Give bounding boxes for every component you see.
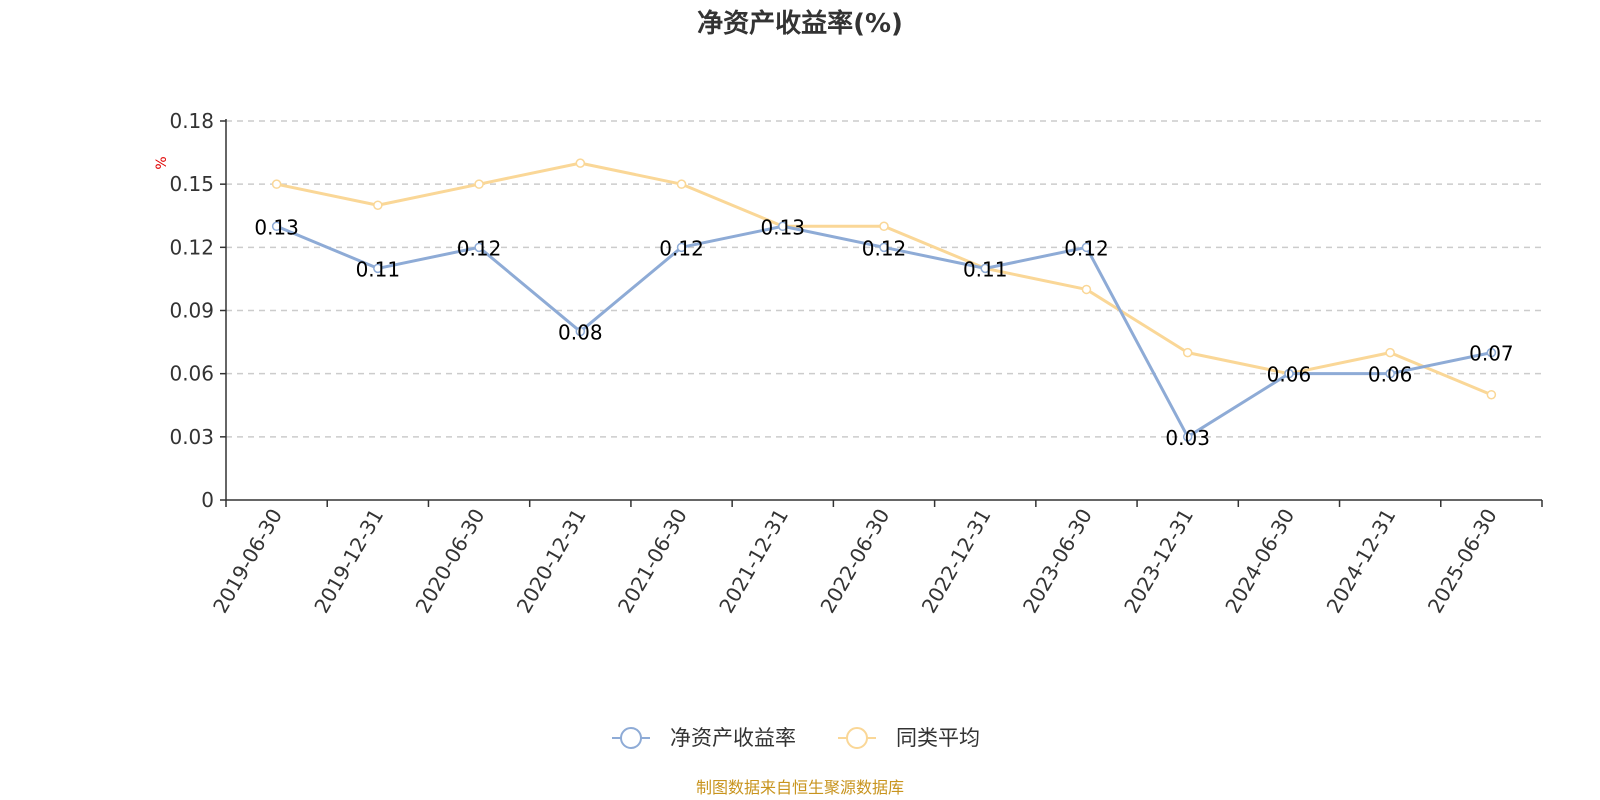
- legend-roe-label: 净资产收益率: [670, 726, 796, 750]
- y-tick-labels: 0 0.03 0.06 0.09 0.12 0.15 0.18: [169, 109, 214, 512]
- x-tick-label: 2024-06-30: [1220, 505, 1299, 618]
- series-0-point: [1182, 432, 1193, 442]
- source-note: 制图数据来自恒生聚源数据库: [696, 778, 904, 797]
- legend-item-roe[interactable]: 净资产收益率: [612, 726, 796, 750]
- data-label: 0.12: [659, 236, 704, 260]
- axes: [220, 119, 1543, 507]
- y-axis-unit-label: %: [154, 156, 170, 169]
- series-1-point: [373, 200, 383, 210]
- series-line-1: [276, 161, 1492, 397]
- data-label: 0.08: [558, 321, 603, 345]
- series-0-point: [373, 263, 383, 274]
- y-tick-label: 0.06: [169, 362, 214, 386]
- series-0-point: [271, 221, 282, 232]
- series-0-point: [1284, 368, 1294, 379]
- series-1-point: [879, 221, 889, 232]
- series-0-point: [778, 221, 788, 232]
- series-1-point: [1385, 347, 1395, 358]
- x-tick-label: 2019-06-30: [208, 505, 287, 618]
- data-label: 0.13: [761, 215, 806, 239]
- series-0-point: [1385, 368, 1395, 379]
- data-label: 0.12: [457, 236, 502, 260]
- x-tick-label: 2024-12-31: [1322, 505, 1401, 618]
- series-0-point: [1081, 242, 1092, 253]
- gridlines: [226, 120, 1542, 438]
- x-tick-label: 2022-06-30: [815, 505, 894, 618]
- y-tick-label: 0: [201, 488, 214, 512]
- series-1-point: [1081, 284, 1092, 295]
- legend-roe-swatch-marker: [620, 727, 642, 749]
- x-tick-labels: 2019-06-30 2019-12-31 2020-06-30 2020-12-31…: [208, 504, 1502, 617]
- x-tick-label: 2021-06-30: [613, 505, 692, 618]
- y-tick-label: 0.12: [169, 235, 214, 259]
- series-0-point: [980, 263, 990, 274]
- legend-avg-label: 同类平均: [896, 726, 980, 750]
- series-lines: [271, 158, 1497, 442]
- data-label: 0.12: [862, 236, 907, 260]
- legend-item-peer-average[interactable]: 同类平均: [838, 726, 980, 750]
- series-1-point: [676, 179, 687, 189]
- series-0-point: [474, 242, 484, 253]
- data-label: 0.03: [1165, 426, 1210, 450]
- y-tick-label: 0.09: [169, 299, 214, 323]
- legend-avg-swatch-marker: [846, 727, 868, 749]
- series-0-point: [879, 242, 889, 253]
- x-tick-label: 2023-12-31: [1119, 505, 1198, 618]
- data-labels: 0.13 0.11 0.12 0.08 0.12 0.13 0.12 0.11 0.12 0.03…: [254, 215, 1513, 450]
- x-tick-label: 2022-12-31: [917, 504, 996, 617]
- data-label: 0.07: [1469, 342, 1514, 366]
- data-label: 0.06: [1267, 363, 1312, 387]
- series-1-point: [474, 179, 484, 189]
- series-1-point: [271, 179, 282, 189]
- legend[interactable]: 净资产收益率 同类平均: [612, 726, 980, 750]
- series-0-point: [676, 242, 687, 253]
- data-label: 0.13: [254, 215, 299, 239]
- data-label: 0.11: [963, 257, 1008, 281]
- series-0-point: [1486, 347, 1497, 358]
- series-1-point: [575, 158, 586, 168]
- series-1-point: [1182, 347, 1193, 358]
- data-label: 0.12: [1064, 236, 1109, 260]
- x-tick-label: 2020-12-31: [512, 505, 591, 618]
- x-tick-label: 2019-12-31: [309, 505, 388, 618]
- series-1-point: [1486, 389, 1497, 400]
- data-label: 0.11: [356, 257, 401, 281]
- chart-title: 净资产收益率(%): [697, 8, 903, 39]
- data-label: 0.06: [1368, 363, 1413, 387]
- x-tick-label: 2025-06-30: [1423, 505, 1502, 618]
- x-tick-label: 2021-12-31: [714, 505, 793, 618]
- y-tick-label: 0.18: [169, 109, 214, 133]
- x-tick-label: 2023-06-30: [1018, 505, 1097, 618]
- x-tick-label: 2020-06-30: [411, 504, 490, 617]
- y-tick-label: 0.03: [169, 425, 214, 449]
- y-tick-label: 0.15: [169, 172, 214, 196]
- series-0-point: [575, 326, 586, 337]
